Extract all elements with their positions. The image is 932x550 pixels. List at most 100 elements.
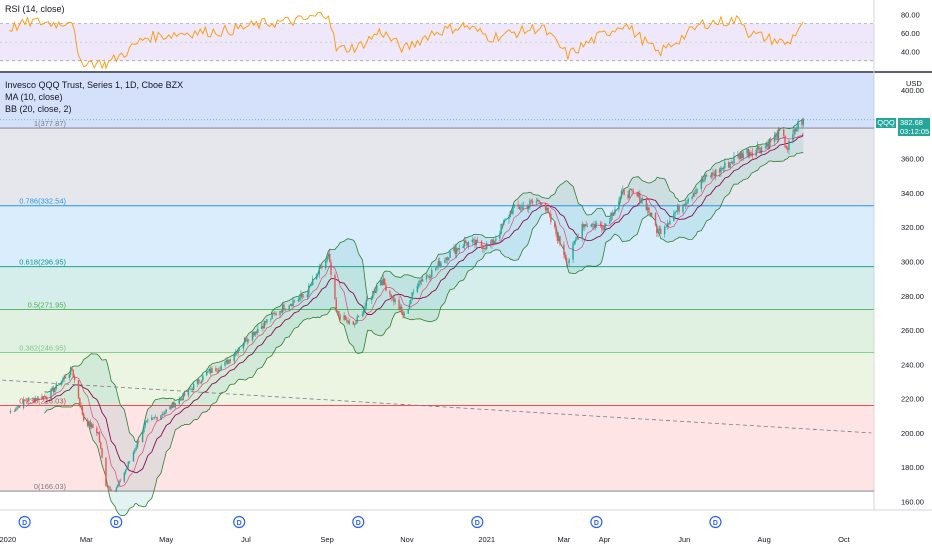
candle-body bbox=[288, 305, 290, 310]
candle-body bbox=[136, 441, 139, 448]
dividend-marker-label: D bbox=[22, 520, 27, 527]
candle-body bbox=[686, 202, 688, 204]
candle-body bbox=[72, 369, 74, 377]
candle-body bbox=[117, 485, 119, 488]
candle-body bbox=[35, 398, 38, 400]
candle-body bbox=[238, 348, 241, 350]
candle-body bbox=[538, 200, 540, 202]
candle-body bbox=[564, 254, 566, 258]
candle-body bbox=[90, 424, 93, 428]
candle-body bbox=[50, 389, 52, 399]
ma-legend[interactable]: MA (10, close) bbox=[5, 92, 63, 102]
candle-body bbox=[173, 402, 175, 408]
candle-body bbox=[796, 128, 798, 132]
candle-body bbox=[191, 388, 194, 390]
candle-body bbox=[682, 204, 684, 212]
fib-zone-5 bbox=[0, 352, 874, 406]
candle-body bbox=[747, 149, 750, 157]
candle-body bbox=[631, 188, 633, 192]
candle-body bbox=[417, 284, 420, 286]
candle-body bbox=[312, 279, 314, 285]
price-tick-label: 240.00 bbox=[901, 360, 924, 369]
dividend-marker-label: D bbox=[356, 520, 361, 527]
candle-body bbox=[370, 297, 373, 301]
candle-body bbox=[678, 204, 680, 212]
candle-body bbox=[118, 480, 120, 486]
candle-body bbox=[170, 405, 173, 408]
candle-body bbox=[17, 405, 20, 408]
candle-body bbox=[590, 224, 593, 227]
candle-body bbox=[344, 315, 347, 320]
symbol-tag: QQQ bbox=[876, 118, 896, 128]
candle-body bbox=[182, 392, 184, 401]
price-tick-label: 180.00 bbox=[901, 463, 924, 472]
candle-body bbox=[190, 388, 192, 390]
candle-body bbox=[467, 241, 470, 246]
candle-body bbox=[692, 193, 695, 197]
fib-label-3: 0.5(271.95) bbox=[28, 301, 67, 310]
candle-body bbox=[730, 162, 733, 163]
candle-body bbox=[335, 299, 337, 312]
candle-body bbox=[499, 233, 501, 239]
candle-body bbox=[650, 213, 653, 217]
candle-body bbox=[18, 405, 21, 408]
candle-body bbox=[463, 240, 466, 247]
candle-body bbox=[374, 290, 377, 293]
bb-legend[interactable]: BB (20, close, 2) bbox=[5, 104, 72, 114]
candle-body bbox=[315, 274, 318, 280]
candle-body bbox=[750, 152, 752, 154]
candle-body bbox=[764, 146, 767, 148]
candle-body bbox=[407, 308, 409, 314]
candle-body bbox=[438, 261, 441, 268]
chart-title[interactable]: Invesco QQQ Trust, Series 1, 1D, Cboe BZ… bbox=[5, 80, 184, 90]
time-tick-label: Mar bbox=[80, 535, 93, 544]
candle-body bbox=[254, 331, 256, 336]
candle-body bbox=[327, 253, 330, 257]
candle-body bbox=[209, 368, 212, 374]
candle-body bbox=[673, 213, 675, 221]
candle-body bbox=[663, 227, 666, 235]
candle-body bbox=[627, 194, 629, 199]
candle-body bbox=[785, 146, 788, 149]
candle-body bbox=[266, 319, 268, 323]
candle-body bbox=[165, 409, 167, 413]
candle-body bbox=[454, 247, 457, 254]
candle-body bbox=[270, 318, 272, 320]
candle-body bbox=[766, 143, 768, 147]
dividend-marker bbox=[233, 515, 246, 529]
candle-body bbox=[289, 304, 292, 306]
candle-body bbox=[225, 360, 228, 362]
candle-body bbox=[164, 412, 166, 415]
candle-body bbox=[317, 274, 319, 275]
candle-body bbox=[334, 274, 336, 300]
time-tick-label: Mar bbox=[557, 535, 570, 544]
dividend-marker-label: D bbox=[475, 520, 480, 527]
candle-body bbox=[373, 290, 375, 293]
fib-label-0: 1(377.87) bbox=[34, 119, 67, 128]
candle-body bbox=[504, 219, 506, 221]
candle-body bbox=[484, 247, 487, 249]
price-tick-label: 340.00 bbox=[901, 189, 924, 198]
fib-zone-4 bbox=[0, 309, 874, 353]
candle-body bbox=[742, 153, 744, 158]
candle-body bbox=[229, 359, 231, 362]
candle-body bbox=[255, 331, 258, 333]
candle-body bbox=[722, 167, 725, 169]
candle-body bbox=[431, 269, 433, 277]
candle-body bbox=[712, 172, 714, 175]
candle-body bbox=[683, 204, 685, 206]
candle-body bbox=[786, 148, 789, 150]
candle-body bbox=[402, 311, 404, 316]
candle-body bbox=[291, 304, 293, 306]
candle-body bbox=[330, 261, 332, 275]
candle-body bbox=[279, 311, 281, 316]
candle-body bbox=[421, 279, 424, 282]
candle-body bbox=[700, 179, 702, 189]
candle-body bbox=[68, 374, 71, 379]
candle-body bbox=[390, 294, 392, 299]
candle-body bbox=[529, 200, 531, 206]
moving-average-line bbox=[25, 132, 804, 488]
candle-body bbox=[544, 203, 547, 211]
candle-body bbox=[339, 315, 341, 320]
candle-body bbox=[556, 234, 559, 241]
